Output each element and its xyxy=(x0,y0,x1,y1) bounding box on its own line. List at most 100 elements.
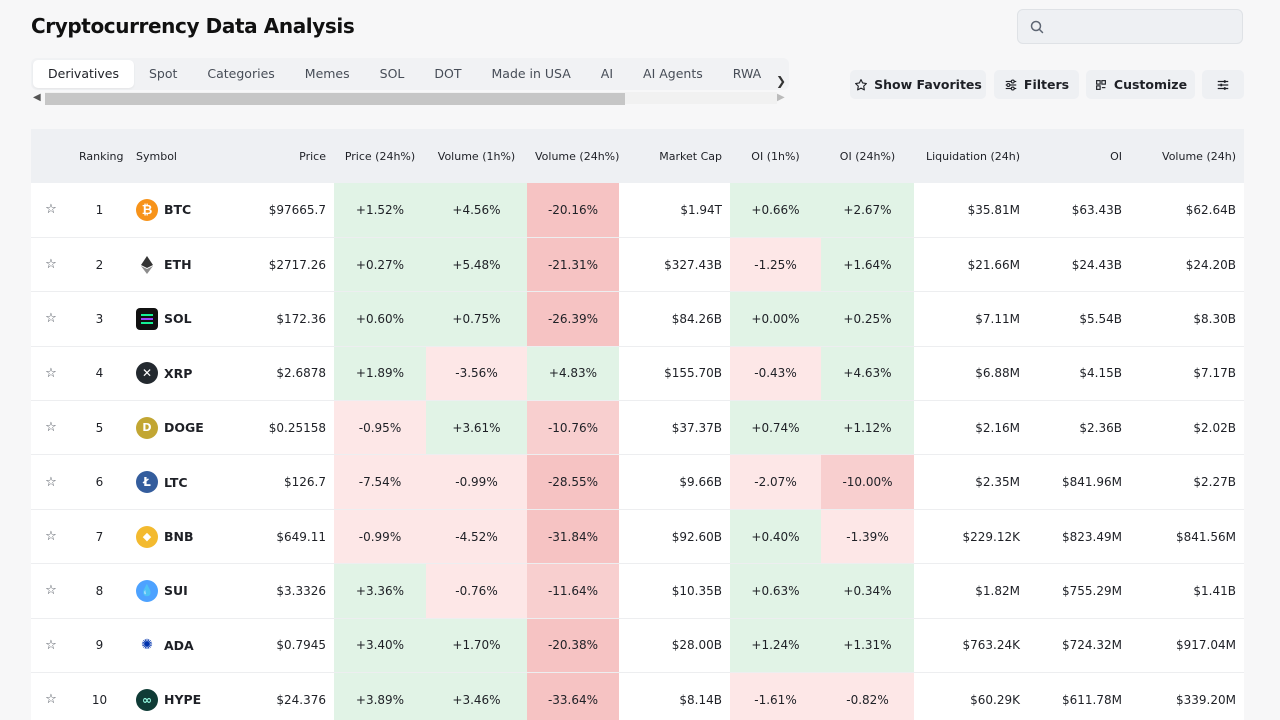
symbol-cell[interactable]: ◆ BNB xyxy=(136,525,195,548)
sol-logo-icon xyxy=(136,307,158,330)
table-row[interactable]: ☆ 2 ETH $2717.26 +0.27% +5.48% -21.31% $327.43B… xyxy=(31,237,1244,292)
favorite-star-icon[interactable]: ☆ xyxy=(45,311,57,327)
rank-cell: 5 xyxy=(95,420,104,435)
favorite-star-icon[interactable]: ☆ xyxy=(45,202,57,218)
column-header-volume-1h[interactable]: Volume (1h%) xyxy=(437,149,516,163)
volume-1h-cell: -0.99% xyxy=(426,454,527,510)
column-header-oi-1h[interactable]: OI (1h%) xyxy=(751,149,800,163)
favorite-star-icon[interactable]: ☆ xyxy=(45,257,57,273)
tab-sol[interactable]: SOL xyxy=(379,66,405,81)
price-cell: $649.11 xyxy=(276,529,326,544)
tab-memes[interactable]: Memes xyxy=(304,66,350,81)
column-header-oi-24h[interactable]: OI (24h%) xyxy=(839,149,896,163)
rank-cell: 8 xyxy=(95,583,104,598)
tab-dot[interactable]: DOT xyxy=(434,66,462,81)
favorite-star-icon[interactable]: ☆ xyxy=(45,365,57,381)
volume-1h-cell: +3.46% xyxy=(426,672,527,720)
oi-1h-cell: +0.40% xyxy=(730,509,821,564)
liquidation-cell: $6.88M xyxy=(975,366,1020,381)
symbol-cell[interactable]: ₿ BTC xyxy=(136,198,195,221)
column-header-symbol[interactable]: Symbol xyxy=(136,149,177,163)
tab-ai[interactable]: AI xyxy=(600,66,614,81)
column-header-ranking[interactable]: Ranking xyxy=(79,149,124,163)
oi-24h-cell: +1.31% xyxy=(821,618,914,673)
favorite-star-icon[interactable]: ☆ xyxy=(45,420,57,436)
favorite-star-icon[interactable]: ☆ xyxy=(45,637,57,653)
symbol-cell[interactable]: 💧 SUI xyxy=(136,579,195,602)
symbol-label: XRP xyxy=(164,365,193,381)
volume-1h-cell: +4.56% xyxy=(426,183,527,238)
symbol-cell[interactable]: ∞ HYPE xyxy=(136,688,201,711)
favorite-star-icon[interactable]: ☆ xyxy=(45,474,57,490)
scroll-right-icon[interactable]: ▶ xyxy=(777,92,785,103)
volume-24h-pct-cell: -21.31% xyxy=(527,237,619,292)
customize-button[interactable]: Customize xyxy=(1086,70,1195,99)
volume-1h-cell: +5.48% xyxy=(426,237,527,292)
column-header-price-24h[interactable]: Price (24h%) xyxy=(344,149,416,163)
tab-ai-agents[interactable]: AI Agents xyxy=(643,66,703,81)
scroll-left-icon[interactable]: ◀ xyxy=(33,92,41,103)
table-row[interactable]: ☆ 10 ∞ HYPE $24.376 +3.89% +3.46% -33.64% $8.14B… xyxy=(31,672,1244,720)
symbol-cell[interactable]: D DOGE xyxy=(136,416,204,439)
oi-cell: $841.96M xyxy=(1062,475,1122,490)
symbol-cell[interactable]: ✕ XRP xyxy=(136,362,195,385)
volume-1h-cell: -4.52% xyxy=(426,509,527,564)
oi-24h-cell: +0.25% xyxy=(821,291,914,347)
column-header-market-cap[interactable]: Market Cap xyxy=(659,149,722,163)
table-row[interactable]: ☆ 9 ✺ ADA $0.7945 +3.40% +1.70% -20.38% $28.00B +… xyxy=(31,618,1244,673)
oi-cell: $4.15B xyxy=(1079,366,1122,381)
filters-button[interactable]: Filters xyxy=(994,70,1079,99)
favorite-star-icon[interactable]: ☆ xyxy=(45,583,57,599)
tab-made-in-usa[interactable]: Made in USA xyxy=(491,66,571,81)
symbol-label: SOL xyxy=(164,311,192,327)
column-header-oi[interactable]: OI xyxy=(1110,149,1122,163)
oi-24h-cell: +4.63% xyxy=(821,346,914,401)
tab-categories[interactable]: Categories xyxy=(207,66,275,81)
column-header-price[interactable]: Price xyxy=(299,149,326,163)
volume-24h-pct-cell: -20.38% xyxy=(527,618,619,673)
price-cell: $172.36 xyxy=(276,311,326,326)
tabs-next-chevron-icon[interactable]: ❯ xyxy=(776,74,787,88)
rank-cell: 10 xyxy=(91,692,108,707)
symbol-cell[interactable]: Ł LTC xyxy=(136,471,195,494)
search-input[interactable] xyxy=(1054,16,1234,38)
scrollbar-thumb[interactable] xyxy=(45,93,625,105)
symbol-cell[interactable]: ETH xyxy=(136,254,195,276)
tab-spot[interactable]: Spot xyxy=(148,66,178,81)
customize-label: Customize xyxy=(1113,77,1188,92)
table-row[interactable]: ☆ 1 ₿ BTC $97665.7 +1.52% +4.56% -20.16% $1.94T +… xyxy=(31,183,1244,238)
column-header-volume-24h[interactable]: Volume (24h) xyxy=(1162,149,1236,163)
show-favorites-button[interactable]: Show Favorites xyxy=(850,70,986,99)
symbol-cell[interactable]: ✺ ADA xyxy=(136,634,195,656)
table-row[interactable]: ☆ 6 Ł LTC $126.7 -7.54% -0.99% -28.55% $9.66B -2.… xyxy=(31,454,1244,510)
table-row[interactable]: ☆ 5 D DOGE $0.25158 -0.95% +3.61% -10.76% $37.37… xyxy=(31,400,1244,455)
volume-24h-cell: $917.04M xyxy=(1176,638,1236,653)
volume-1h-cell: -0.76% xyxy=(426,563,527,619)
table-row[interactable]: ☆ 4 ✕ XRP $2.6878 +1.89% -3.56% +4.83% $155.70B -… xyxy=(31,346,1244,401)
search-box[interactable] xyxy=(1017,9,1243,44)
tab-derivatives[interactable]: Derivatives xyxy=(33,60,134,88)
favorite-star-icon[interactable]: ☆ xyxy=(45,529,57,545)
oi-24h-cell: +2.67% xyxy=(821,183,914,238)
settings-button[interactable] xyxy=(1202,70,1244,99)
table-row[interactable]: ☆ 3 SOL $172.36 +0.60% +0.75% -26.39% $84.26B +0… xyxy=(31,291,1244,347)
oi-cell: $24.43B xyxy=(1071,257,1122,272)
volume-24h-pct-cell: -26.39% xyxy=(527,291,619,347)
table-row[interactable]: ☆ 7 ◆ BNB $649.11 -0.99% -4.52% -31.84% $92.60B +… xyxy=(31,509,1244,564)
liquidation-cell: $7.11M xyxy=(975,311,1020,326)
column-header-liquidation-24h[interactable]: Liquidation (24h) xyxy=(925,149,1020,163)
symbol-label: DOGE xyxy=(164,420,204,436)
volume-24h-cell: $1.41B xyxy=(1193,583,1236,598)
favorite-star-icon[interactable]: ☆ xyxy=(45,692,57,708)
oi-1h-cell: -1.61% xyxy=(730,672,821,720)
market-cap-cell: $28.00B xyxy=(671,638,722,653)
market-cap-cell: $92.60B xyxy=(671,529,722,544)
column-header-volume-24h-pct[interactable]: Volume (24h%) xyxy=(535,149,620,163)
symbol-cell[interactable]: SOL xyxy=(136,307,195,330)
volume-1h-cell: +0.75% xyxy=(426,291,527,347)
market-cap-cell: $1.94T xyxy=(680,202,722,217)
tabs-scrollbar[interactable]: ◀ ▶ xyxy=(31,92,789,105)
tab-rwa[interactable]: RWA xyxy=(732,66,762,81)
symbol-label: HYPE xyxy=(164,692,202,708)
table-row[interactable]: ☆ 8 💧 SUI $3.3326 +3.36% -0.76% -11.64% $10.35B +… xyxy=(31,563,1244,619)
